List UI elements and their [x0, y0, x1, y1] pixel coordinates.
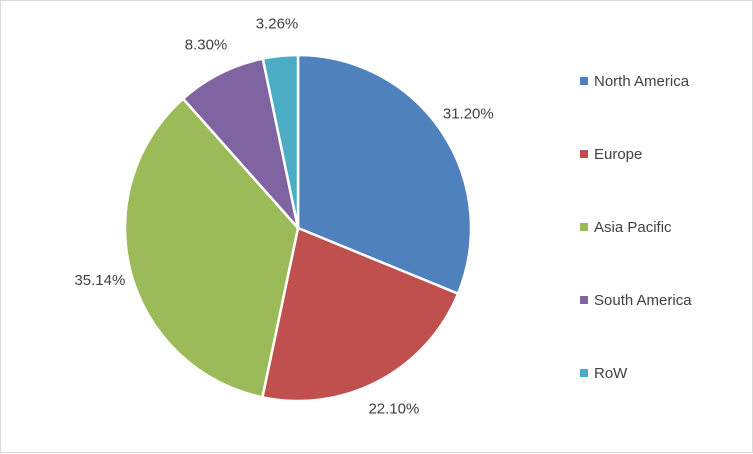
- legend-item-south-america: South America: [580, 288, 692, 312]
- legend-item-asia-pacific: Asia Pacific: [580, 215, 692, 239]
- legend: North America Europe Asia Pacific South …: [580, 69, 692, 434]
- pie-slices: [123, 53, 473, 403]
- legend-swatch: [580, 369, 588, 377]
- legend-label: North America: [594, 72, 690, 90]
- data-label-asia-pacific: 35.14%: [74, 272, 125, 289]
- legend-label: Europe: [594, 145, 643, 163]
- legend-label: South America: [594, 291, 692, 309]
- pie-slice-europe: [261, 226, 460, 403]
- data-label-row: 3.26%: [256, 16, 299, 33]
- pie-slice-asia-pacific: [123, 97, 300, 399]
- legend-item-row: RoW: [580, 361, 692, 385]
- legend-swatch: [580, 223, 588, 231]
- data-label-europe: 22.10%: [368, 401, 419, 418]
- legend-swatch: [580, 150, 588, 158]
- legend-item-north-america: North America: [580, 69, 692, 93]
- pie-slice-south-america: [181, 57, 300, 230]
- data-label-south-america: 8.30%: [185, 36, 228, 53]
- legend-swatch: [580, 296, 588, 304]
- legend-item-europe: Europe: [580, 142, 692, 166]
- pie-slice-row: [261, 53, 300, 230]
- pie-data-labels: 31.20% 22.10% 35.14% 8.30% 3.26%: [74, 16, 493, 418]
- legend-label: RoW: [594, 364, 628, 382]
- data-label-north-america: 31.20%: [443, 105, 494, 122]
- pie-slice-north-america: [296, 53, 473, 295]
- legend-label: Asia Pacific: [594, 218, 672, 236]
- legend-swatch: [580, 77, 588, 85]
